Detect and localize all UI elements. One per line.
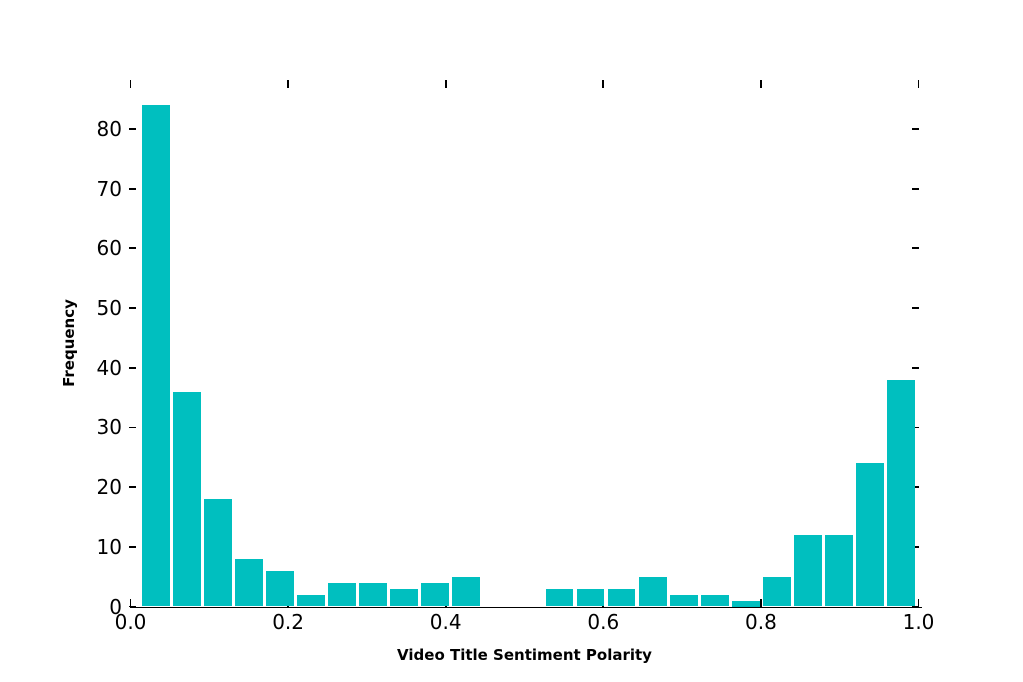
histogram-bar	[824, 534, 853, 607]
y-tick-mark-right	[911, 426, 919, 429]
y-tick-mark-right	[911, 187, 919, 190]
histogram-bar	[700, 594, 729, 607]
histogram-bar	[793, 534, 822, 607]
histogram-bar	[887, 379, 915, 607]
y-tick-label: 60	[96, 236, 122, 261]
histogram-bar	[172, 391, 201, 607]
histogram-bar	[141, 105, 170, 607]
y-tick-mark-left	[129, 545, 136, 548]
x-tick-label: 0.8	[744, 610, 777, 634]
y-tick-mark-right	[911, 247, 919, 250]
histogram-bar	[607, 588, 636, 607]
y-tick-label: 70	[96, 176, 122, 201]
x-tick-mark-top	[760, 80, 762, 88]
y-tick-label: 0	[109, 594, 122, 619]
histogram-bar	[669, 594, 698, 607]
y-tick-mark-left	[129, 426, 136, 429]
x-tick-mark-top	[917, 80, 920, 88]
y-tick-mark-left	[129, 605, 136, 608]
x-tick-mark-bottom	[760, 599, 762, 607]
histogram-bar	[856, 463, 884, 607]
y-tick-label: 30	[96, 415, 122, 440]
x-tick-label: 0.0	[114, 610, 147, 634]
histogram-bar	[390, 588, 419, 607]
y-tick-mark-right	[911, 486, 919, 488]
x-tick-label: 0.6	[587, 610, 620, 634]
x-axis-line	[129, 606, 922, 609]
y-tick-label: 50	[96, 296, 122, 321]
y-tick-mark-right	[911, 545, 919, 548]
histogram-bar	[452, 576, 481, 607]
histogram-bar	[266, 570, 294, 607]
y-tick-label: 80	[96, 116, 122, 141]
y-tick-mark-left	[129, 187, 136, 190]
y-tick-label: 20	[96, 475, 122, 500]
x-tick-mark-top	[444, 80, 447, 88]
histogram-bar	[204, 499, 232, 607]
x-tick-label: 1.0	[902, 610, 935, 634]
y-tick-mark-right	[911, 605, 919, 608]
x-axis-title: Video Title Sentiment Polarity	[397, 646, 652, 664]
histogram-bar	[328, 582, 357, 607]
histogram-bar	[576, 588, 605, 607]
histogram-bar	[545, 588, 574, 607]
x-tick-mark-bottom	[917, 599, 920, 607]
x-tick-mark-top	[287, 80, 289, 88]
y-tick-mark-left	[129, 307, 136, 309]
histogram-bar	[297, 594, 325, 607]
x-tick-label: 0.2	[272, 610, 304, 634]
y-tick-mark-right	[911, 128, 919, 130]
x-tick-mark-bottom	[129, 599, 132, 607]
y-axis-title: Frequency	[60, 299, 78, 387]
histogram-bar	[762, 576, 791, 607]
histogram-bar	[235, 558, 263, 607]
histogram-bar	[421, 582, 450, 607]
histogram-bar	[359, 582, 388, 607]
histogram-bar	[638, 576, 667, 607]
y-tick-mark-right	[911, 366, 919, 369]
y-tick-mark-left	[129, 247, 136, 250]
y-tick-mark-left	[129, 128, 136, 130]
y-tick-mark-right	[911, 307, 919, 309]
x-tick-mark-top	[602, 80, 605, 88]
histogram-bar	[731, 600, 760, 607]
y-tick-mark-left	[129, 366, 136, 369]
x-tick-label: 0.4	[429, 610, 462, 634]
x-tick-mark-top	[129, 80, 132, 88]
y-tick-mark-left	[129, 486, 136, 488]
y-tick-label: 40	[96, 355, 122, 380]
y-tick-label: 10	[96, 534, 122, 559]
